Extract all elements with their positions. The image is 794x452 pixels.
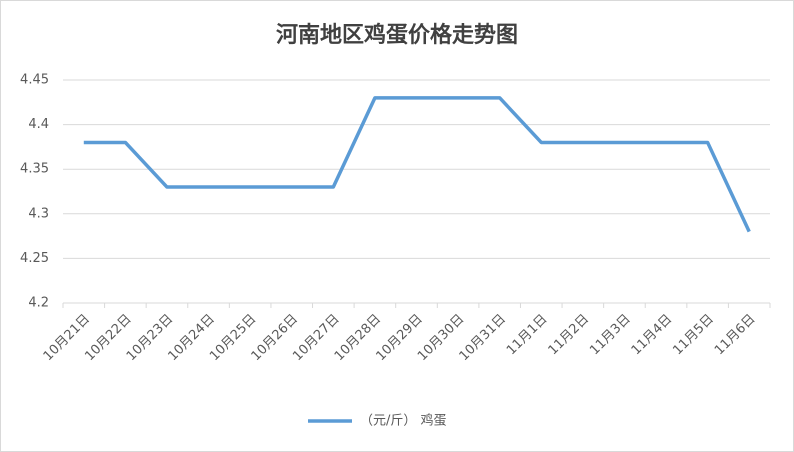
y-tick-label: 4.25 bbox=[20, 251, 49, 266]
line-series bbox=[83, 96, 751, 233]
y-tick-label: 4.2 bbox=[28, 296, 49, 311]
y-tick-label: 4.4 bbox=[28, 117, 49, 132]
chart-title: 河南地区鸡蛋价格走势图 bbox=[276, 22, 518, 48]
y-tick-label: 4.3 bbox=[28, 206, 49, 221]
y-tick-label: 4.35 bbox=[20, 162, 49, 177]
legend-label: （元/斤） 鸡蛋 bbox=[360, 413, 447, 429]
y-tick-label: 4.45 bbox=[20, 73, 49, 88]
